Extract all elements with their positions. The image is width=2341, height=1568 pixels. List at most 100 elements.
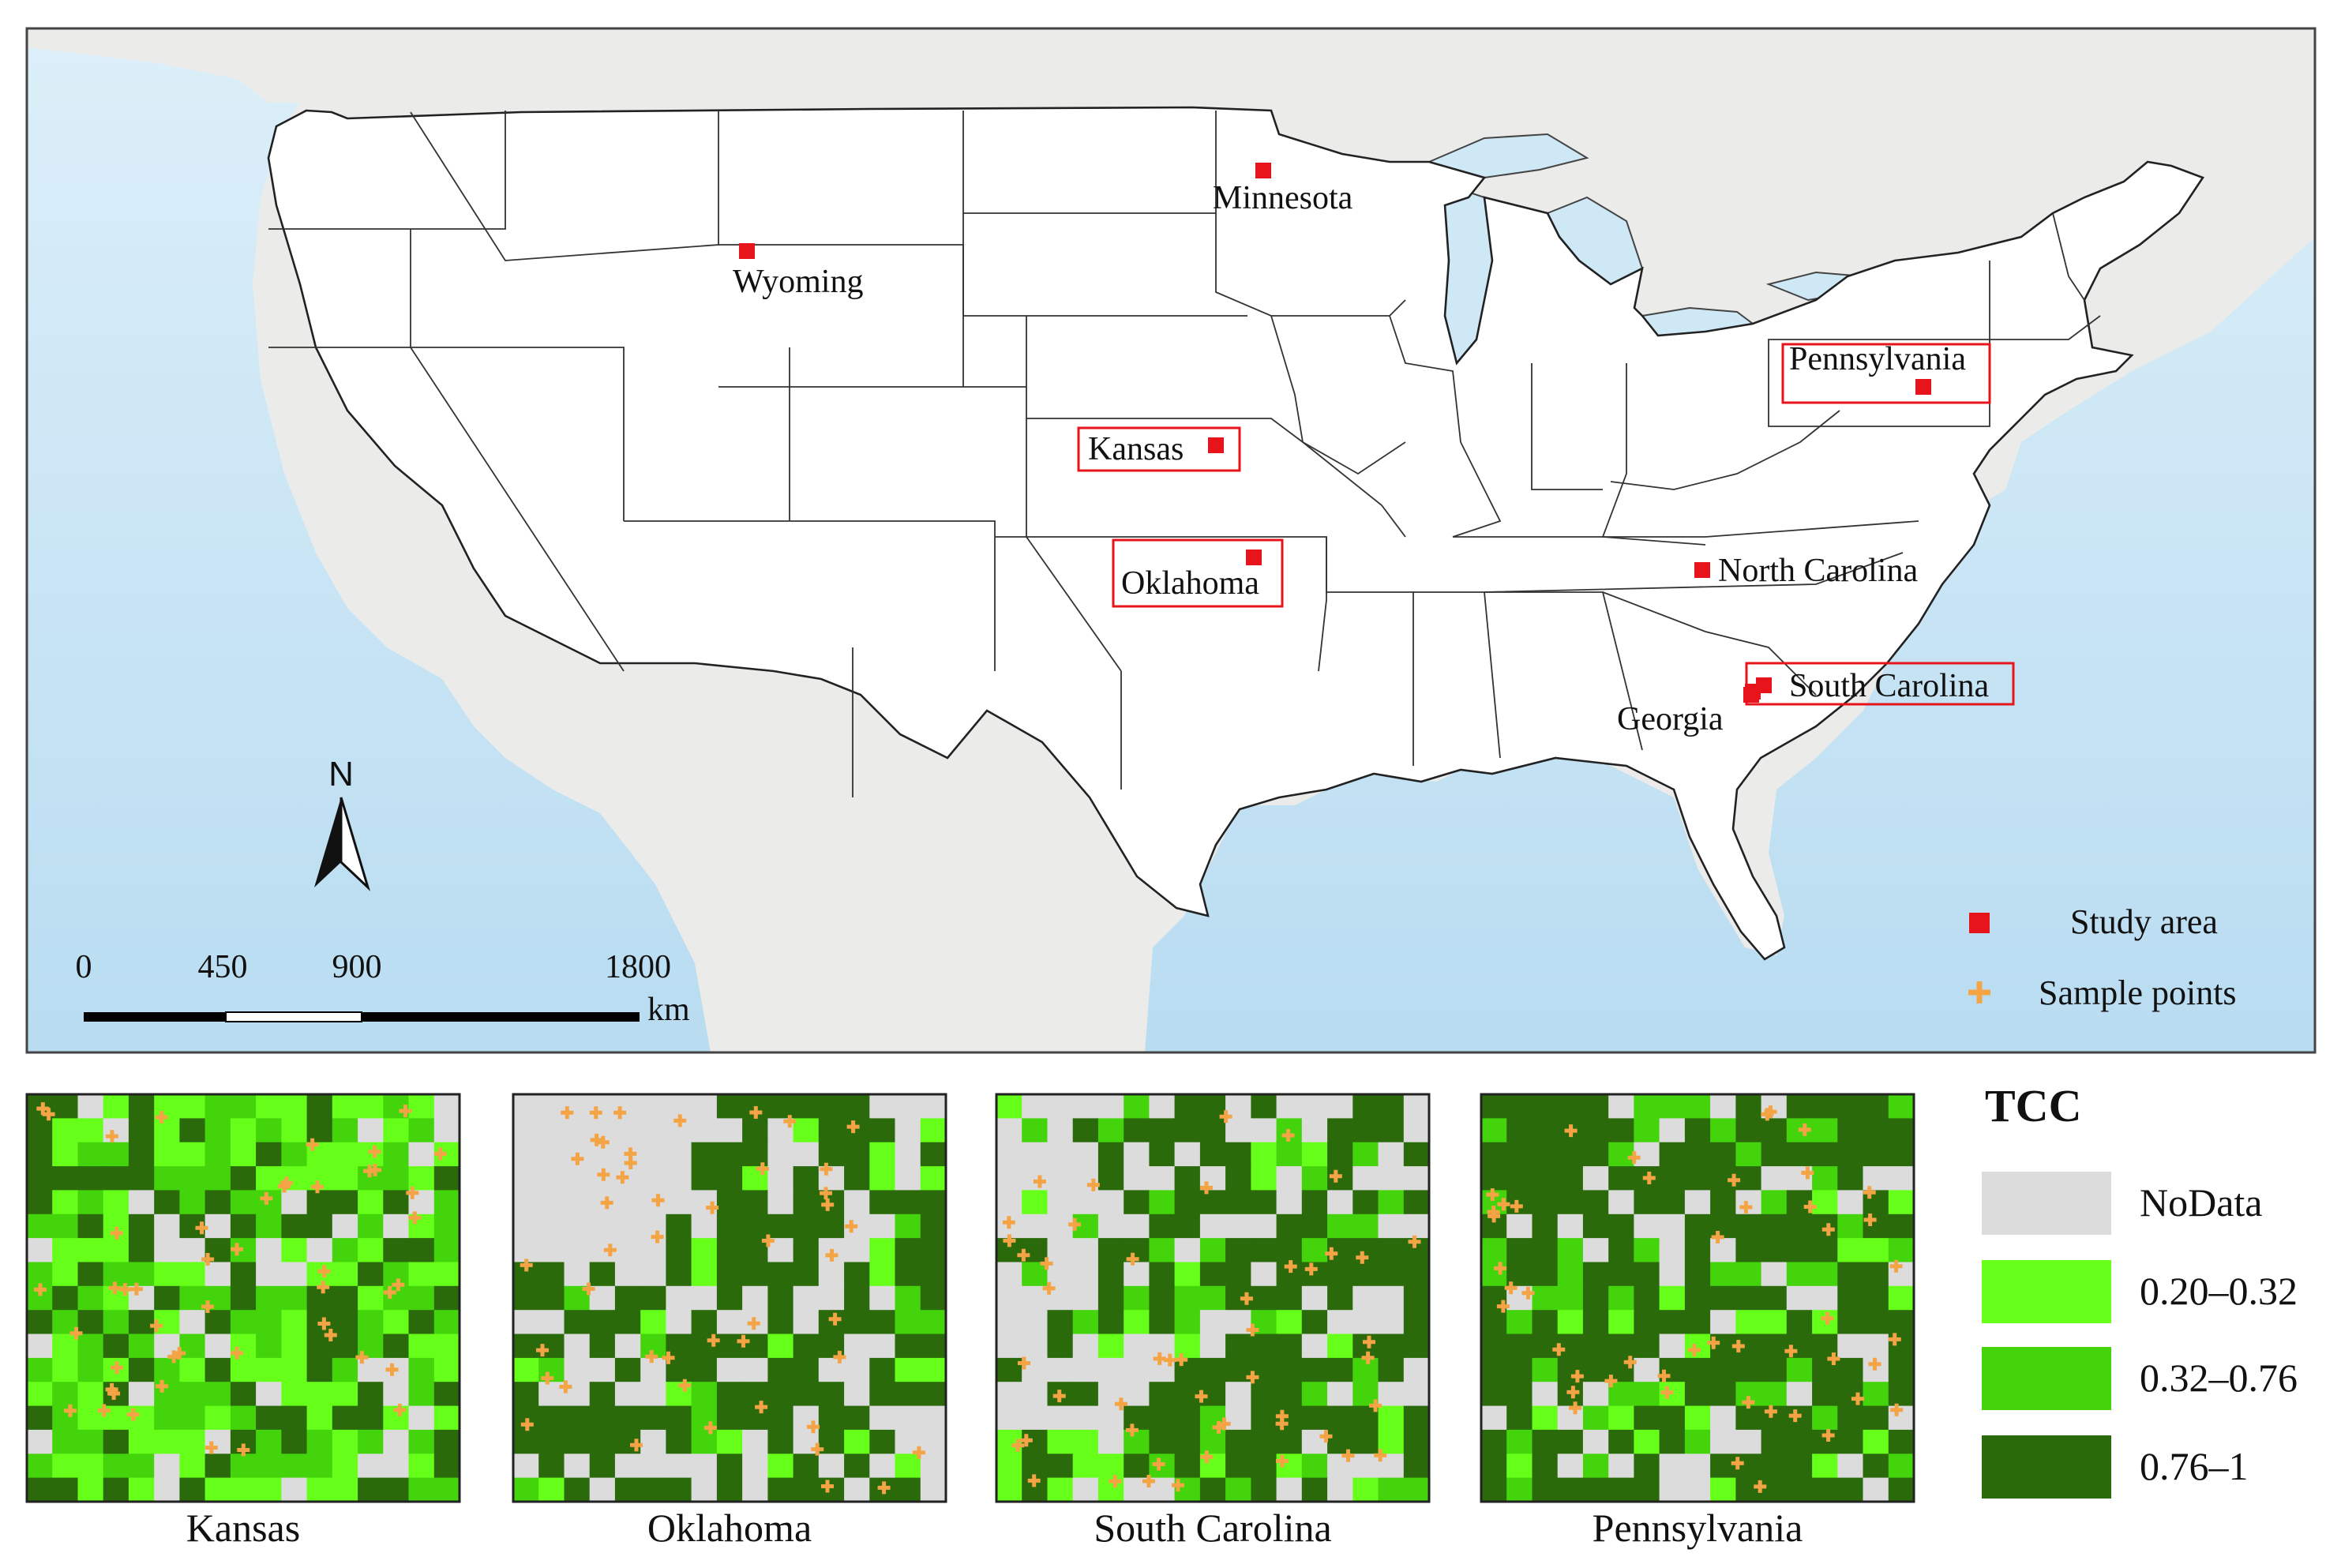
tcc-cell [433,1094,460,1119]
tcc-cell [332,1429,358,1454]
tcc-cell [1710,1238,1736,1263]
tcc-cell [793,1382,820,1407]
tcc-cell [1352,1477,1379,1502]
tcc-cell [666,1190,692,1215]
tcc-cell [1735,1118,1762,1143]
tcc-cell [767,1214,794,1239]
sample-point [877,1481,891,1495]
tcc-cell [1022,1262,1048,1287]
study-area-swatch [1969,913,1990,933]
sample-point [820,1162,833,1176]
tcc-class-label-0: NoData [2140,1180,2263,1225]
tcc-cell [1710,1382,1736,1407]
tcc-cell [383,1429,410,1454]
tcc-cell [1837,1310,1864,1335]
tcc-cell [1761,1477,1788,1502]
tcc-cell [433,1357,460,1382]
tcc-cell [306,1454,333,1479]
tcc-cell [1684,1382,1711,1407]
tcc-cell [1582,1477,1609,1502]
tcc-cell [1327,1094,1353,1119]
tcc-cell [433,1334,460,1359]
tcc-cell [1481,1166,1507,1191]
tcc-cell [408,1094,435,1119]
tcc-cell [1582,1405,1609,1431]
tcc-cell [716,1166,743,1191]
tcc-cell [332,1118,358,1143]
tcc-cell [640,1166,666,1191]
sample-point [1152,1457,1165,1471]
tcc-cell [1174,1405,1201,1431]
tcc-cell [27,1118,53,1143]
tcc-cell [128,1454,155,1479]
tcc-cell [1276,1190,1303,1215]
tcc-cell [920,1382,947,1407]
tcc-cell [1532,1214,1559,1239]
tcc-cell [1072,1357,1099,1382]
tcc-cell [103,1094,129,1119]
tcc-cell [640,1118,666,1143]
sample-point [173,1347,186,1360]
tcc-cell [1761,1382,1788,1407]
tcc-cell [1659,1118,1686,1143]
tcc-cell [793,1214,820,1239]
tcc-cell [1352,1310,1379,1335]
tcc-cell [256,1142,282,1167]
sample-point [1361,1351,1375,1364]
tcc-cell [767,1382,794,1407]
tcc-cell [1251,1166,1277,1191]
tcc-cell [1149,1262,1176,1287]
tcc-cell [666,1214,692,1239]
tcc-cell [793,1118,820,1143]
tcc-cell [589,1094,616,1119]
tcc-cell [1327,1166,1353,1191]
tcc-cell [1863,1118,1889,1143]
tcc-cell [844,1334,870,1359]
tcc-cell [408,1334,435,1359]
tcc-cell [1072,1190,1099,1215]
tcc-cell [230,1094,257,1119]
tcc-cell [793,1357,820,1382]
tcc-cell [1149,1214,1176,1239]
tcc-cell [408,1454,435,1479]
tcc-cell [1174,1142,1201,1167]
tcc-cell [1378,1238,1405,1263]
inset-label-kansas: Kansas [186,1506,300,1550]
tcc-cell [564,1429,591,1454]
tcc-cell [767,1405,794,1431]
tcc-cell [1174,1310,1201,1335]
sample-point [1827,1352,1840,1365]
tcc-cell [1097,1094,1124,1119]
tcc-cell [281,1190,308,1215]
tcc-swatch-2 [1982,1347,2111,1410]
tcc-cell [179,1477,206,1502]
tcc-cell [204,1262,231,1287]
tcc-cell [103,1166,129,1191]
tcc-cell [513,1477,539,1502]
tcc-cell [538,1190,565,1215]
tcc-cell [1684,1357,1711,1382]
sample-point [807,1420,820,1434]
tcc-cell [614,1285,641,1311]
tcc-cell [666,1454,692,1479]
sample-point [1739,1201,1753,1214]
tcc-cell [1072,1238,1099,1263]
tcc-cell [1863,1214,1889,1239]
tcc-cell [1047,1262,1074,1287]
tcc-cell [256,1357,282,1382]
tcc-cell [1072,1405,1099,1431]
tcc-cell [895,1334,921,1359]
tcc-cell [1608,1454,1634,1479]
tcc-cell [1124,1429,1150,1454]
tcc-cell [640,1262,666,1287]
tcc-cell [1276,1285,1303,1311]
tcc-cell [128,1190,155,1215]
tcc-cell [844,1142,870,1167]
tcc-cell [1582,1334,1609,1359]
tcc-cell [358,1214,384,1239]
tcc-cell [818,1477,845,1502]
sample-point [1042,1281,1056,1295]
tcc-cell [1506,1429,1533,1454]
study-area-marker-oklahoma [1246,550,1262,565]
state-boundaries [268,111,2101,797]
